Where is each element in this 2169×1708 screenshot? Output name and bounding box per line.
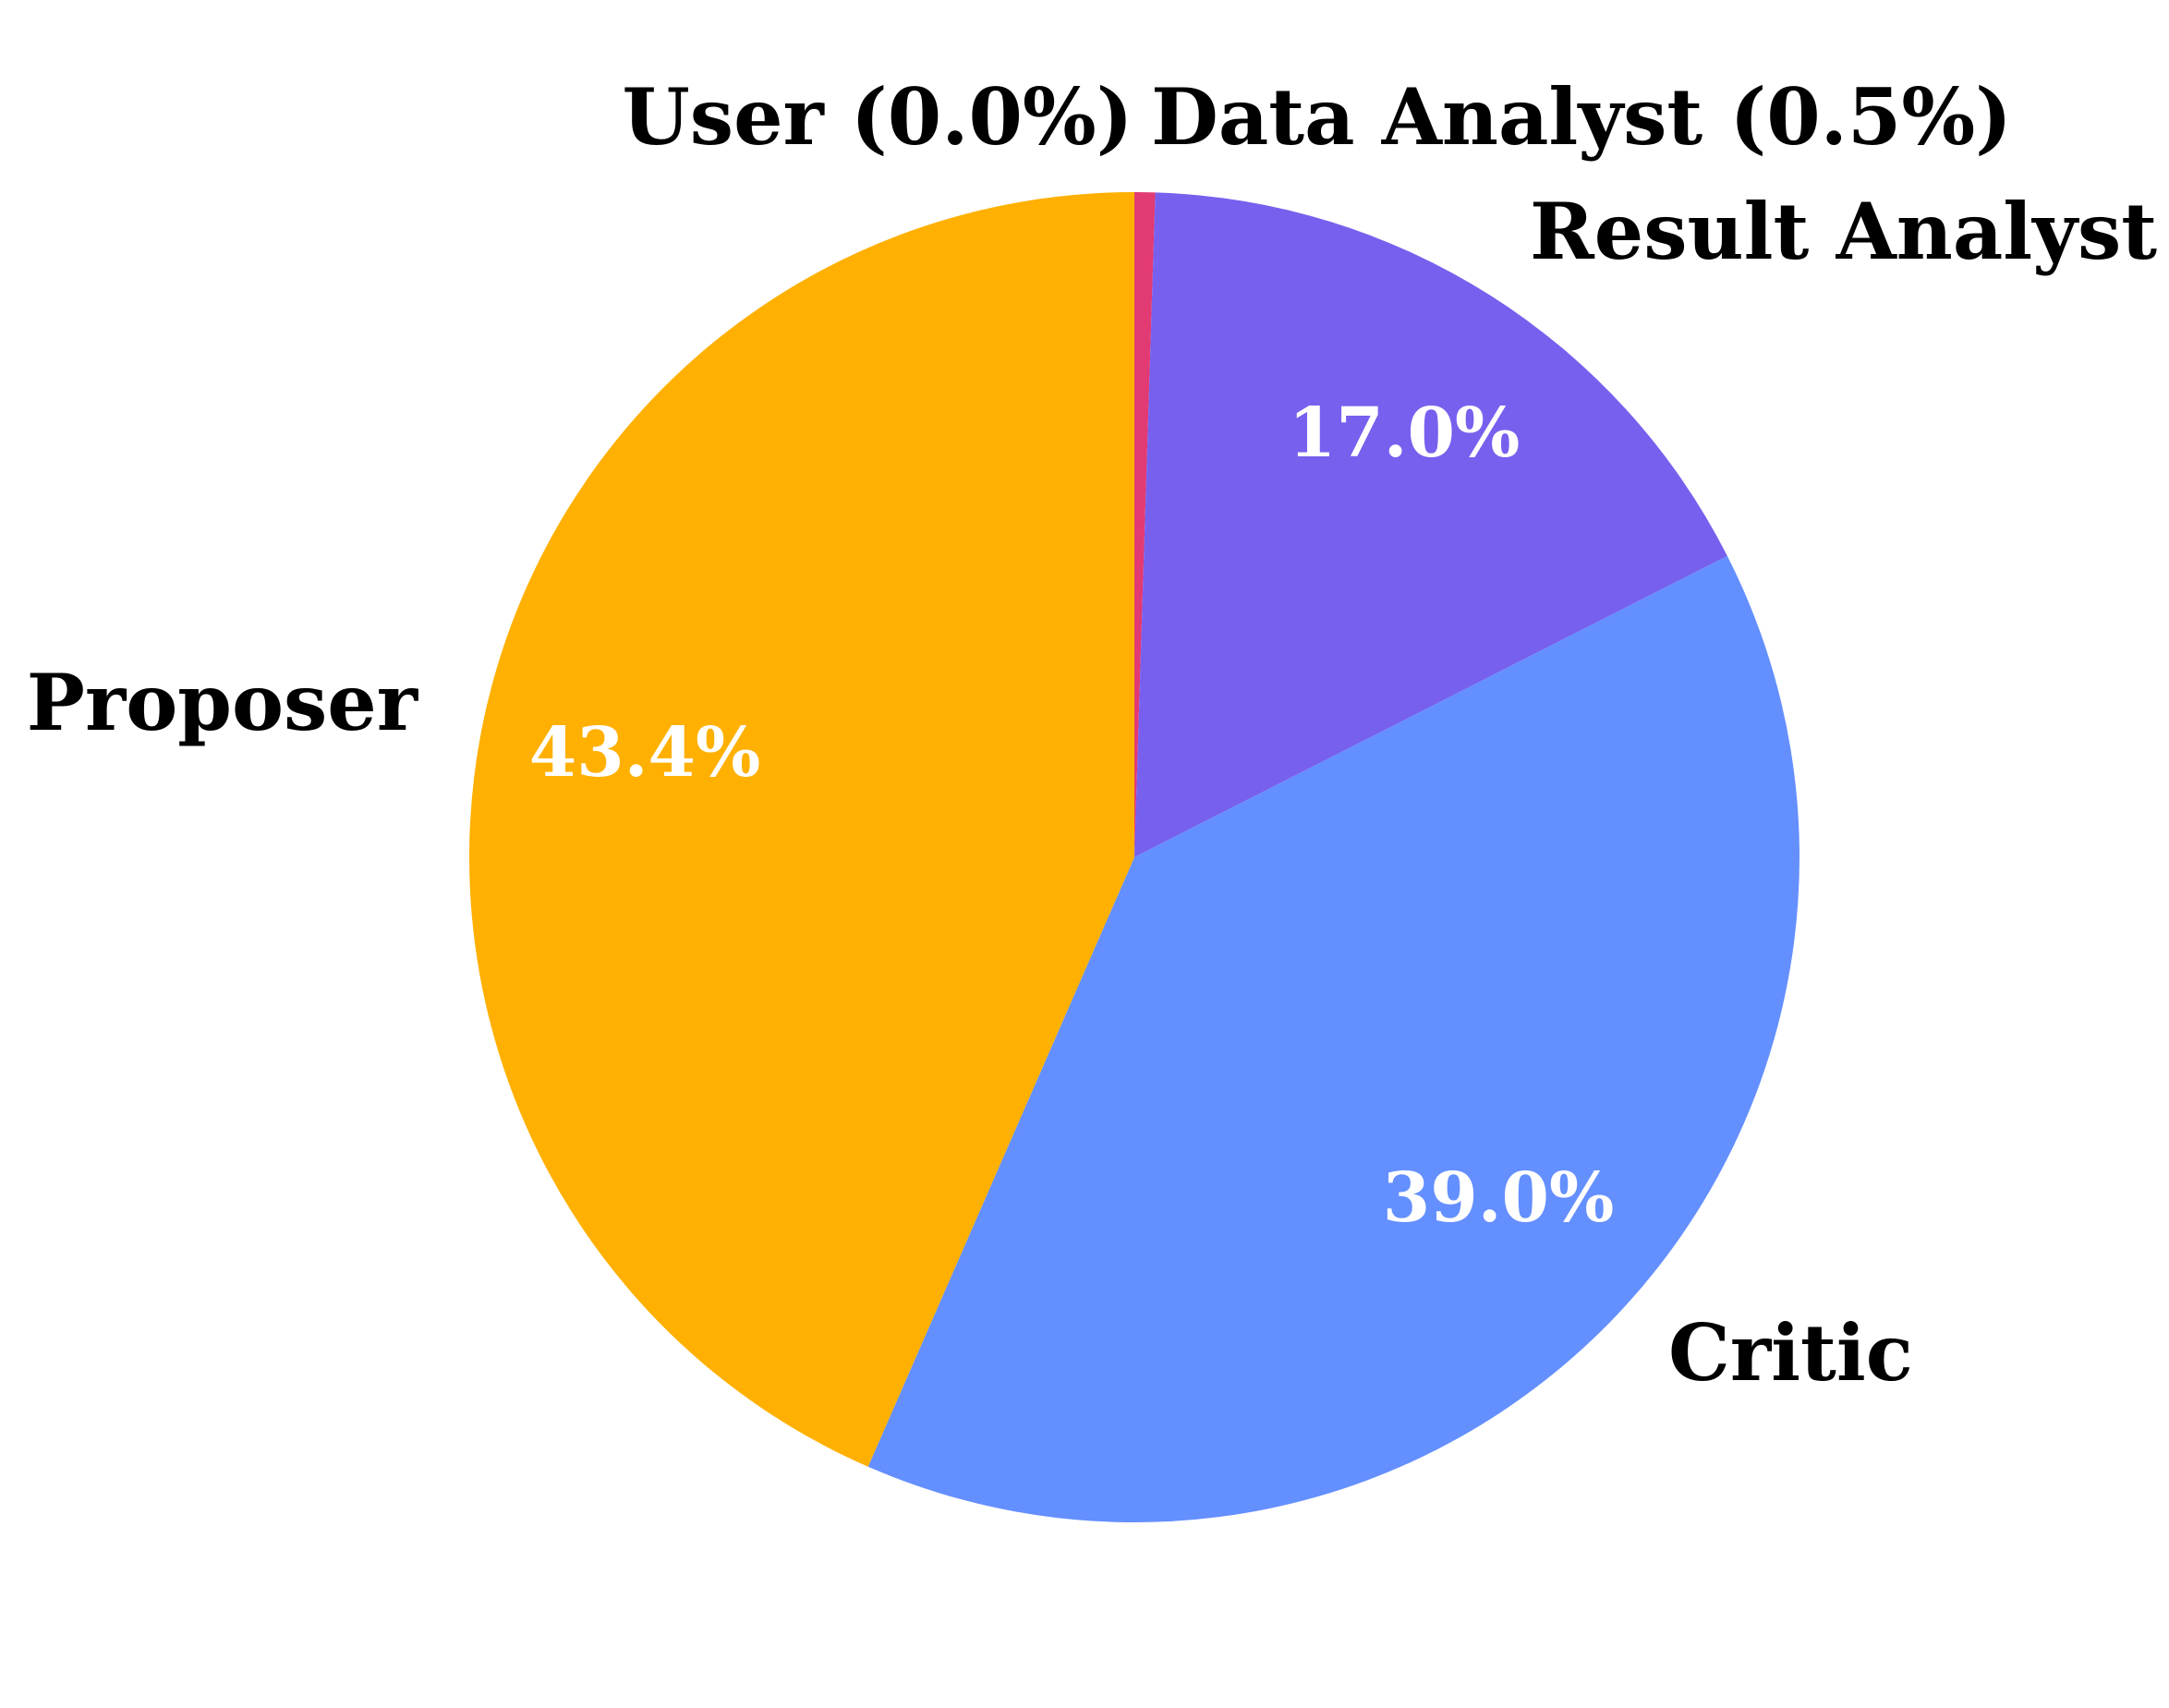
label-user: User (0.0%) <box>623 71 1133 163</box>
pct-label-proposer: 43.4% <box>529 713 761 793</box>
slice-critic <box>867 555 1799 1522</box>
pie-labels: User (0.0%) Data Analyst (0.5%) Result Ana… <box>27 71 2157 1399</box>
pie-slices <box>469 192 1799 1522</box>
pct-label-critic: 39.0% <box>1383 1158 1615 1238</box>
label-data-analyst: Data Analyst (0.5%) <box>1151 71 2012 163</box>
label-critic: Critic <box>1668 1307 1913 1399</box>
slice-data-analyst <box>1134 192 1156 857</box>
slice-proposer <box>469 192 1134 1467</box>
label-proposer: Proposer <box>27 657 419 748</box>
slice-result-analyst <box>1134 192 1727 858</box>
label-result-analyst: Result Analyst <box>1530 186 2157 277</box>
pct-label-result-analyst: 17.0% <box>1289 394 1521 473</box>
